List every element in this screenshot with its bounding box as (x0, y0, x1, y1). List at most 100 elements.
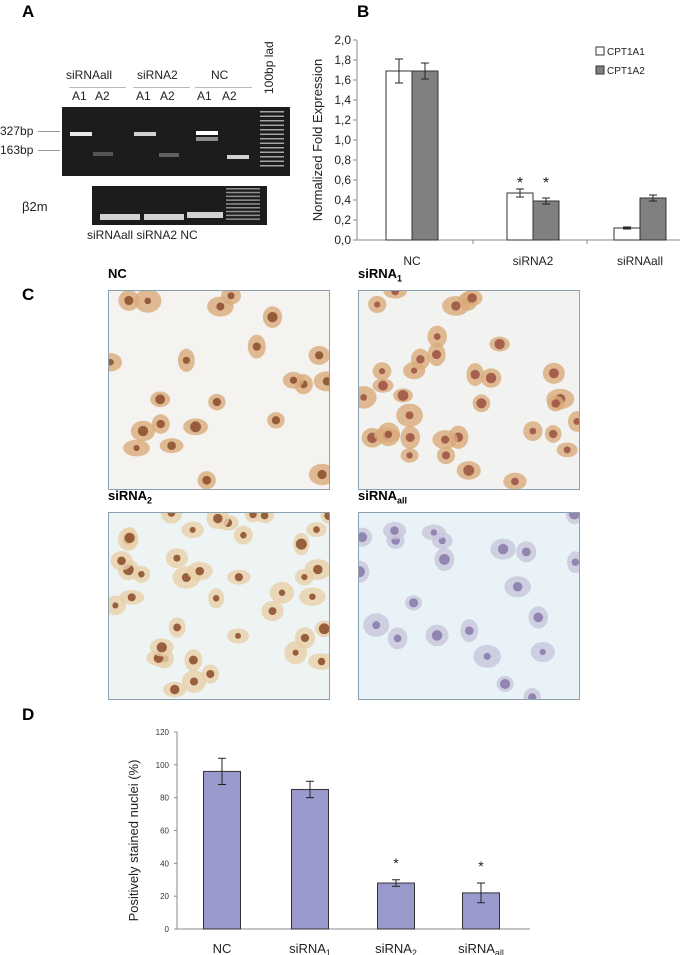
gel-band (159, 153, 179, 157)
nucleus (173, 554, 181, 562)
nucleus (309, 593, 316, 600)
x-tick-label: NC (213, 941, 232, 955)
nucleus (155, 394, 166, 405)
gel-band (144, 214, 184, 220)
nucleus (216, 302, 225, 311)
nucleus (463, 465, 475, 476)
nucleus (144, 297, 152, 305)
gel-band (134, 132, 156, 136)
nucleus (313, 526, 320, 533)
nucleus (433, 333, 441, 340)
nucleus (470, 369, 480, 380)
nucleus (301, 573, 308, 581)
y-tick-label: 100 (156, 761, 170, 770)
bar (377, 882, 415, 930)
nucleus (441, 435, 450, 444)
nucleus (317, 657, 326, 666)
micrograph-image (358, 290, 580, 490)
ladder-band (260, 129, 284, 131)
nucleus (528, 693, 537, 699)
nucleus (322, 377, 329, 386)
ladder-band (260, 138, 284, 140)
y-tick-label: 0 (165, 925, 170, 934)
nucleus (431, 630, 443, 641)
nucleus (393, 634, 402, 643)
nucleus (109, 359, 114, 366)
legend-label: CPT1A1 (607, 47, 645, 58)
nucleus (451, 301, 461, 311)
nucleus (568, 513, 579, 520)
nucleus (127, 593, 136, 602)
ladder-band (226, 218, 260, 220)
panel-label-b: B (357, 2, 370, 21)
ladder-band (226, 199, 260, 201)
label-text: siRNA (358, 488, 398, 503)
label-subscript: 1 (397, 273, 403, 284)
ladder-band (226, 207, 260, 209)
ladder-band (226, 214, 260, 217)
nucleus (271, 416, 281, 425)
nucleus (439, 554, 450, 565)
y-tick-label: 20 (160, 892, 169, 901)
bar (203, 770, 241, 930)
gel-band (100, 214, 140, 220)
nucleus (406, 452, 413, 459)
nucleus (235, 632, 242, 639)
significance-star: * (393, 855, 399, 871)
y-tick-label: 120 (156, 728, 170, 737)
nucleus (397, 390, 409, 401)
nucleus (202, 475, 212, 485)
ladder-band (260, 151, 284, 153)
nucleus (234, 573, 243, 582)
y-tick-label: 0,4 (334, 193, 351, 207)
ladder-band (260, 160, 284, 162)
y-tick-label: 80 (160, 794, 169, 803)
nucleus (416, 355, 425, 364)
nucleus (188, 655, 198, 665)
ladder-band (226, 210, 260, 213)
label-subscript: all (397, 495, 408, 506)
y-tick-label: 0,0 (334, 233, 351, 247)
nucleus (117, 556, 126, 566)
micrograph-label: NC (108, 266, 127, 284)
significance-star: * (517, 175, 523, 192)
x-tick-label: siRNA2 (375, 941, 417, 955)
nucleus (289, 376, 298, 384)
nucleus (156, 642, 167, 653)
b2m-gel-image (92, 186, 267, 225)
nucleus (533, 612, 544, 623)
nucleus (278, 589, 286, 596)
nucleus (173, 623, 182, 632)
nucleus (405, 411, 414, 420)
nucleus (315, 351, 324, 360)
nucleus (405, 433, 415, 443)
nucleus (189, 677, 199, 686)
nucleus (213, 513, 223, 524)
ladder-band (260, 133, 284, 135)
x-tick-label: NC (403, 254, 421, 268)
nucleus (374, 301, 381, 308)
ladder-band (226, 203, 260, 205)
gel-band (187, 212, 223, 218)
nucleus (124, 295, 134, 306)
nucleus (124, 532, 135, 544)
bar (291, 788, 329, 930)
nucleus (318, 623, 329, 635)
divider (133, 87, 190, 88)
nucleus (249, 513, 257, 519)
lane-label: A1 (72, 89, 87, 103)
label-text: siRNA (108, 488, 148, 503)
bar (385, 70, 413, 241)
nucleus (432, 349, 442, 360)
divider (195, 87, 252, 88)
nucleus (548, 368, 559, 379)
y-tick-label: 0,6 (334, 173, 351, 187)
nucleus (512, 582, 523, 592)
marker-label: 327bp (0, 124, 34, 138)
ladder-band (226, 195, 260, 198)
y-tick-label: 1,4 (334, 93, 351, 107)
nucleus (268, 607, 277, 616)
label-text: siRNA (358, 266, 398, 281)
panel-label-a: A (22, 2, 35, 21)
legend-swatch (595, 46, 605, 56)
